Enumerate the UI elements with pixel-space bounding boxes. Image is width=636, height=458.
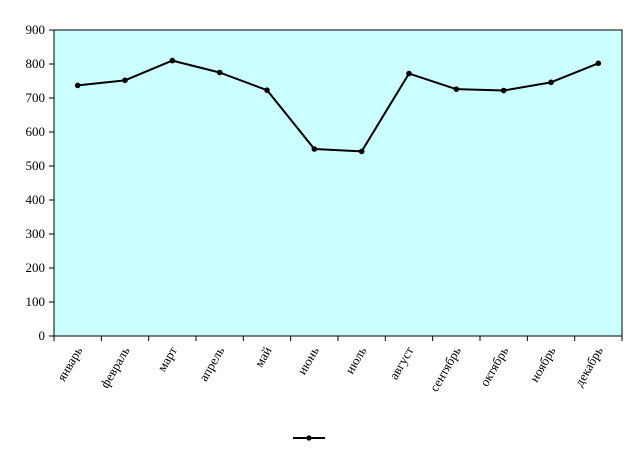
y-tick-label: 0 — [39, 328, 46, 343]
y-tick-label: 800 — [26, 56, 46, 71]
y-tick-label: 200 — [26, 260, 46, 275]
data-point — [453, 86, 460, 92]
x-tick-label: октябрь — [477, 344, 512, 389]
data-point — [311, 146, 318, 152]
x-tick-label: июнь — [294, 344, 322, 377]
x-tick-label: январь — [54, 344, 86, 384]
plot-area — [53, 29, 623, 337]
x-tick-label: декабрь — [571, 344, 606, 389]
data-point — [548, 79, 554, 86]
data-point — [264, 87, 270, 93]
data-point — [358, 148, 365, 155]
data-point — [74, 82, 81, 89]
series-layer — [74, 57, 602, 155]
data-point — [169, 57, 176, 64]
y-tick-label: 700 — [26, 90, 46, 105]
x-tick-label: август — [386, 344, 417, 382]
y-tick-label: 500 — [26, 158, 46, 173]
x-tick-label: март — [154, 344, 180, 374]
x-tick-label: июль — [342, 344, 369, 376]
y-tick-label: 400 — [26, 192, 46, 207]
x-tick-label: апрель — [196, 344, 228, 384]
data-point — [500, 87, 507, 94]
legend: тыс. руб. — [293, 431, 375, 445]
series-line — [77, 59, 599, 153]
x-tick-label: февраль — [97, 344, 133, 391]
data-point — [216, 69, 223, 76]
y-tick-label: 300 — [26, 226, 46, 241]
y-axis: 0 100 200 300 400 500 600 700 800 900 — [26, 22, 54, 343]
y-tick-label: 600 — [26, 124, 46, 139]
data-point — [595, 60, 602, 67]
y-tick-label: 900 — [26, 22, 46, 37]
data-point — [406, 70, 412, 77]
x-tick-label: ноябрь — [526, 344, 558, 385]
x-tick-label: сентябрь — [426, 344, 464, 394]
x-axis: январь февраль март апрель май июнь июль август… — [53, 336, 623, 394]
x-tick-label: май — [251, 344, 274, 370]
legend-label: тыс. руб. — [330, 431, 375, 445]
y-tick-label: 100 — [26, 294, 46, 309]
legend-marker — [306, 435, 312, 441]
data-point — [122, 77, 128, 84]
